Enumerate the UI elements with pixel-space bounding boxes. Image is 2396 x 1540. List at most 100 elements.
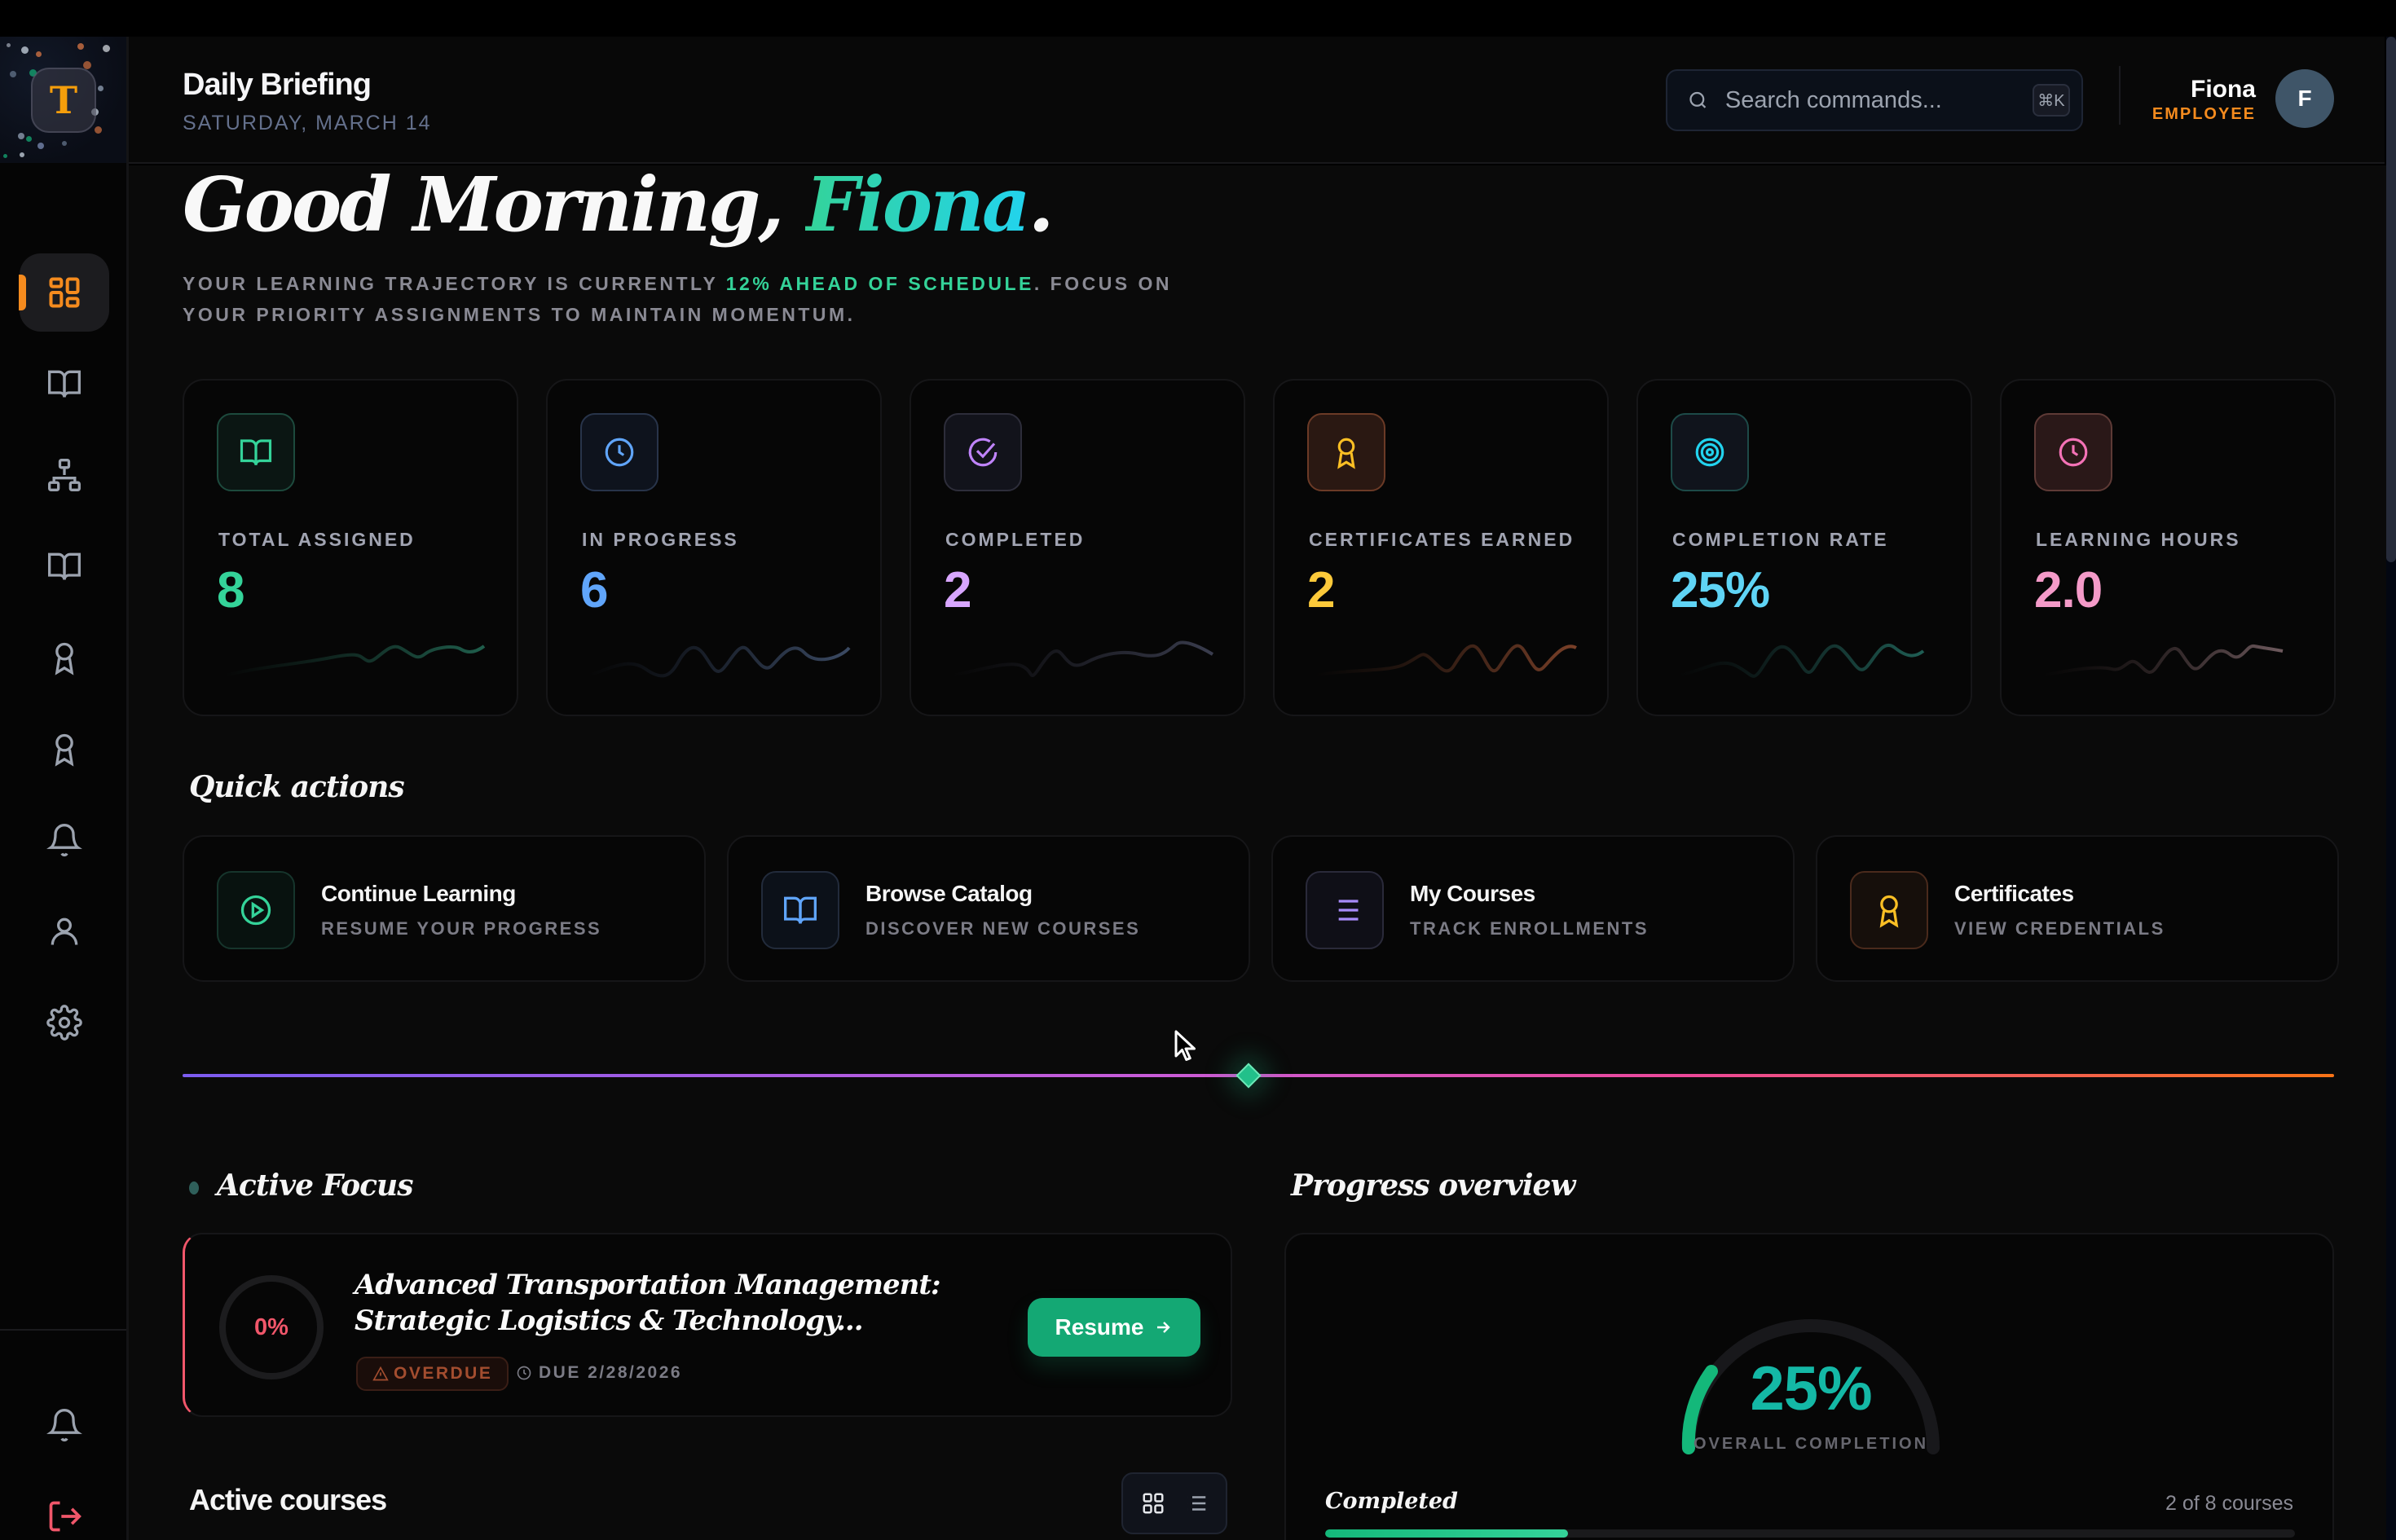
stat-card-certificates-earned[interactable]: CERTIFICATES EARNED 2 (1273, 379, 1609, 716)
arrow-right-icon (1157, 1322, 1171, 1333)
main-content: Good Morning, Fiona. YOUR LEARNING TRAJE… (129, 165, 2386, 1540)
greeting-subtitle: YOUR LEARNING TRAJECTORY IS CURRENTLY 12… (183, 273, 1173, 325)
stat-icon-box (2034, 413, 2112, 491)
stat-icon-box (1671, 413, 1749, 491)
list-view-icon[interactable] (1184, 1491, 1209, 1516)
stat-label: COMPLETION RATE (1672, 529, 1889, 550)
stat-card-completed[interactable]: COMPLETED 2 (910, 379, 1245, 716)
gauge-percent: 25% (1750, 1354, 1872, 1423)
warning-icon (372, 1366, 389, 1381)
logo-area[interactable]: T (0, 37, 126, 163)
quick-action-certificates[interactable]: Certificates VIEW CREDENTIALS (1816, 835, 2339, 982)
progress-overview-card: 25% OVERALL COMPLETION Completed 2 of 8 … (1284, 1233, 2334, 1540)
sidebar-divider (0, 1329, 126, 1331)
user-icon (51, 917, 78, 945)
quick-action-my-courses[interactable]: My Courses TRACK ENROLLMENTS (1271, 835, 1795, 982)
active-focus-title: Active Focus (217, 1168, 413, 1203)
user-role: EMPLOYEE (2152, 105, 2256, 123)
hierarchy-icon (48, 459, 81, 491)
schedule-highlight: 12% AHEAD OF SCHEDULE (725, 273, 1034, 294)
sidebar-item-dashboard[interactable] (19, 253, 109, 332)
sidebar-item-notifications[interactable] (20, 801, 109, 879)
award-icon (1337, 438, 1355, 469)
clock-icon (605, 438, 634, 467)
quick-actions-title: Quick actions (189, 770, 405, 804)
course-title[interactable]: Advanced Transportation Management: Stra… (355, 1269, 941, 1337)
clock-icon (2059, 438, 2088, 467)
qa-title: Browse Catalog (865, 881, 1033, 906)
stat-card-in-progress[interactable]: IN PROGRESS 6 (546, 379, 882, 716)
qa-icon-box (761, 871, 839, 949)
logout-icon (49, 1501, 81, 1532)
sidebar-item-settings[interactable] (20, 983, 109, 1062)
view-toggle (1121, 1472, 1227, 1534)
sidebar-item-profile[interactable] (20, 892, 109, 970)
header-divider (2119, 66, 2121, 125)
sidebar-item-my-courses[interactable] (20, 527, 109, 605)
sparkline (951, 640, 1214, 677)
greeting-heading: Good Morning, Fiona. (183, 165, 1055, 249)
stat-value: 8 (217, 562, 244, 618)
qa-subtitle: RESUME YOUR PROGRESS (321, 918, 602, 939)
stat-card-completion-rate[interactable]: COMPLETION RATE 25% (1636, 379, 1972, 716)
bell-icon (46, 1409, 82, 1441)
progress-fill (1325, 1529, 1568, 1538)
search-input[interactable] (1724, 86, 2033, 114)
sidebar-item-certificates[interactable] (20, 618, 109, 697)
completed-label: Completed (1325, 1489, 1458, 1514)
window-top-strip (0, 0, 2396, 37)
stats-row: TOTAL ASSIGNED 8 IN PROGRESS 6 COMPLETED… (183, 379, 2336, 716)
award-icon (55, 733, 74, 767)
qa-title: My Courses (1410, 881, 1535, 906)
gear-icon (46, 1005, 82, 1041)
stat-label: IN PROGRESS (582, 529, 739, 550)
stat-icon-box (944, 413, 1022, 491)
stat-card-learning-hours[interactable]: LEARNING HOURS 2.0 (2000, 379, 2336, 716)
qa-subtitle: DISCOVER NEW COURSES (865, 918, 1141, 939)
active-focus-card[interactable]: 0% Advanced Transportation Management: S… (183, 1233, 1232, 1417)
book-open-icon (48, 552, 81, 580)
stat-value: 2 (1307, 562, 1335, 618)
sparkline (1678, 644, 1925, 678)
main-scrollbar[interactable] (2386, 37, 2396, 1540)
sparkline (224, 645, 486, 677)
resume-button[interactable]: Resume (1028, 1298, 1200, 1357)
search-icon (1689, 91, 1707, 108)
avatar[interactable]: F (2275, 69, 2334, 128)
award-icon (55, 642, 74, 675)
clock-icon (517, 1366, 531, 1380)
sparkline (1315, 644, 1577, 677)
completed-progress-bar (1325, 1529, 2295, 1538)
command-search[interactable]: ⌘K (1666, 69, 2083, 131)
scrollbar-thumb[interactable] (2386, 37, 2396, 562)
quick-action-browse-catalog[interactable]: Browse Catalog DISCOVER NEW COURSES (727, 835, 1250, 982)
play-circle-icon (240, 895, 271, 926)
user-name: Fiona (2191, 76, 2256, 103)
gauge-label: OVERALL COMPLETION (1693, 1435, 1929, 1453)
award-icon (1879, 895, 1899, 928)
completed-count: 2 of 8 courses (2165, 1492, 2293, 1515)
page-title: Daily Briefing (183, 68, 372, 102)
completion-gauge (1681, 1319, 1940, 1454)
stat-card-total-assigned[interactable]: TOTAL ASSIGNED 8 (183, 379, 518, 716)
target-icon (1695, 438, 1724, 467)
shortcut-badge: ⌘K (2032, 84, 2070, 117)
stat-label: CERTIFICATES EARNED (1309, 529, 1575, 550)
due-date: DUE 2/28/2026 (516, 1363, 682, 1383)
overdue-badge: OVERDUE (356, 1357, 509, 1391)
sidebar-footer-logout[interactable] (20, 1477, 109, 1540)
quick-action-continue-learning[interactable]: Continue Learning RESUME YOUR PROGRESS (183, 835, 706, 982)
sidebar-footer-notifications[interactable] (20, 1386, 109, 1464)
stat-value: 6 (580, 562, 608, 618)
sidebar-item-catalog[interactable] (20, 345, 109, 423)
mouse-cursor-icon (1174, 1030, 1196, 1061)
qa-subtitle: TRACK ENROLLMENTS (1410, 918, 1649, 939)
bell-icon (46, 824, 82, 856)
book-open-icon (48, 370, 81, 398)
page-date: SATURDAY, MARCH 14 (183, 112, 432, 134)
sidebar-item-achievements[interactable] (20, 710, 109, 788)
active-courses-title: Active courses (189, 1483, 387, 1516)
stat-icon-box (580, 413, 658, 491)
grid-view-icon[interactable] (1141, 1491, 1165, 1516)
sidebar-item-learning-paths[interactable] (20, 436, 109, 514)
